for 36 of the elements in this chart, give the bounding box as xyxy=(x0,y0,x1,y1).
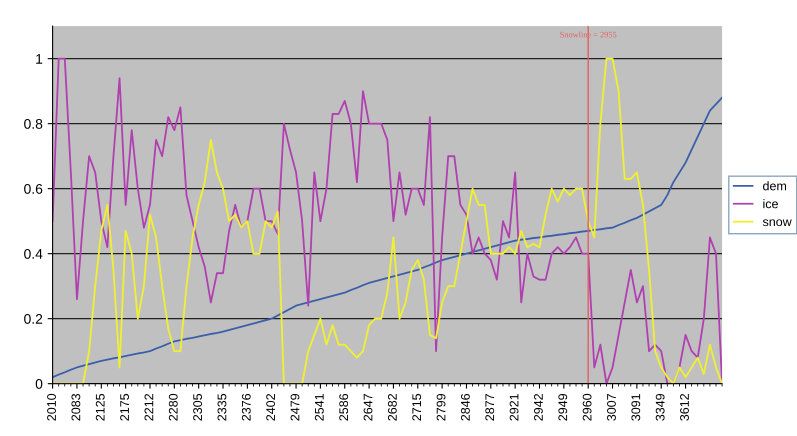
x-tick-label: 2402 xyxy=(266,394,276,421)
x-tick-label: 2715 xyxy=(412,394,422,421)
x-tick-label: 2949 xyxy=(558,394,568,421)
x-tick-label: 2280 xyxy=(168,394,178,421)
x-tick-label: 2376 xyxy=(242,394,251,421)
legend-label: snow xyxy=(762,219,792,226)
x-tick-label: 2305 xyxy=(193,394,202,421)
x-tick-label: 2799 xyxy=(436,394,446,421)
y-tick-label: 0.8 xyxy=(24,119,42,129)
x-tick-label: 3612 xyxy=(680,394,689,421)
y-tick-label: 1 xyxy=(36,54,42,64)
x-tick-label: 2647 xyxy=(364,394,372,421)
y-tick-label: 0.4 xyxy=(24,249,42,259)
x-tick-label: 3091 xyxy=(631,394,640,421)
x-tick-label: 2921 xyxy=(510,394,519,421)
x-tick-label: 2541 xyxy=(314,394,324,421)
x-tick-label: 2083 xyxy=(71,394,80,421)
x-tick-label: 2010 xyxy=(47,394,56,421)
legend-label: ice xyxy=(763,199,778,208)
x-tick-label: 3007 xyxy=(607,394,616,421)
x-tick-label: 2846 xyxy=(460,394,470,421)
x-tick-label: 2942 xyxy=(534,394,543,421)
x-tick-label: 2586 xyxy=(339,394,348,421)
x-tick-label: 2682 xyxy=(388,394,397,421)
x-tick-label: 2212 xyxy=(144,394,154,421)
y-tick-label: 0.6 xyxy=(24,184,42,194)
y-tick-label: 0.2 xyxy=(24,314,42,324)
x-tick-label: 2335 xyxy=(218,394,226,421)
y-tick-label: 0 xyxy=(36,379,42,389)
legend-label: dem xyxy=(763,181,786,190)
x-tick-label: 2960 xyxy=(582,394,592,421)
x-tick-label: 2877 xyxy=(485,394,494,421)
x-tick-label: 2125 xyxy=(96,394,105,421)
x-tick-label: 2175 xyxy=(120,394,129,421)
x-tick-label: 3349 xyxy=(656,394,665,421)
x-tick-label: 2479 xyxy=(290,394,300,421)
